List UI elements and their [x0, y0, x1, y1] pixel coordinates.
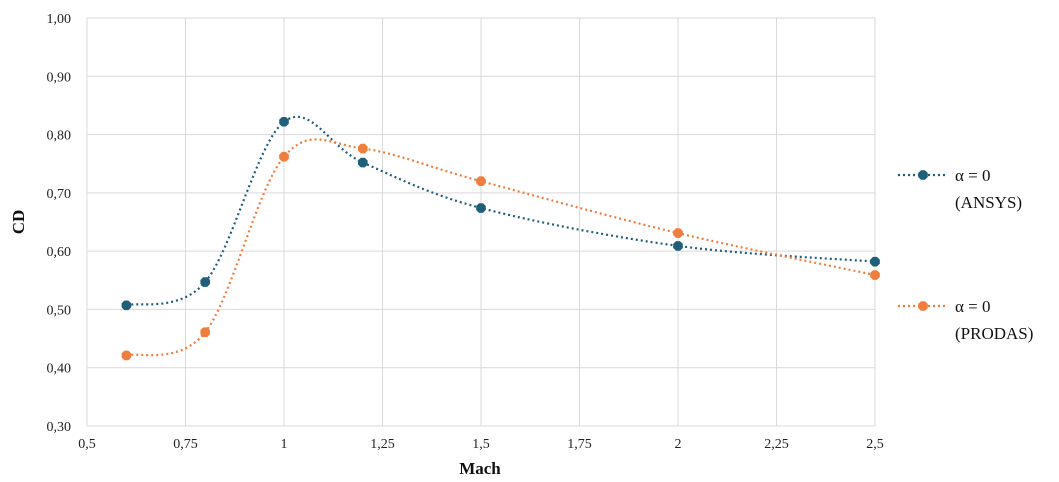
legend-entry-2: α = 0 (PRODAS)	[898, 297, 1033, 343]
legend-sublabel: (ANSYS)	[955, 193, 1022, 212]
data-point	[870, 256, 880, 267]
legend: α = 0 (ANSYS) α = 0 (PRODAS)	[898, 166, 1033, 343]
legend-swatch-marker	[918, 301, 928, 311]
x-tick-label: 0,5	[78, 437, 96, 452]
x-tick-label: 1,75	[567, 437, 592, 452]
y-tick-label: 1,00	[47, 12, 72, 27]
y-tick-label: 0,50	[47, 303, 72, 318]
x-tick-label: 1,25	[370, 437, 395, 452]
x-tick-label: 2	[675, 437, 682, 452]
data-point	[121, 300, 132, 311]
x-tick-label: 0,75	[173, 437, 198, 452]
y-tick-label: 0,40	[47, 362, 72, 377]
data-point	[279, 151, 289, 162]
y-tick-label: 0,80	[47, 129, 72, 144]
series-line	[126, 138, 876, 357]
y-tick-label: 0,70	[47, 187, 72, 202]
x-tick-labels: 0,5 0,75 1 1,25 1,5 1,75 2 2,25 2,5	[78, 437, 884, 452]
data-point	[476, 176, 486, 186]
data-point	[358, 143, 368, 154]
y-tick-label: 0,60	[47, 245, 72, 260]
data-point	[673, 241, 683, 251]
data-point	[358, 157, 368, 168]
y-tick-label: 0,30	[47, 420, 72, 435]
data-point	[476, 203, 486, 213]
x-tick-label: 1	[281, 437, 288, 452]
x-axis-title: Mach	[459, 459, 501, 478]
data-point	[673, 228, 683, 238]
series-line	[126, 115, 876, 307]
data-point	[200, 327, 210, 337]
data-point	[121, 350, 132, 361]
x-tick-label: 2,25	[764, 437, 789, 452]
series-layer	[121, 115, 880, 361]
y-tick-label: 0,90	[47, 70, 72, 85]
series-2	[121, 138, 880, 361]
legend-swatch-marker	[918, 170, 928, 180]
legend-label: α = 0	[955, 297, 991, 316]
data-point	[200, 277, 210, 287]
y-tick-labels: 0,30 0,40 0,50 0,60 0,70 0,80 0,90 1,00	[47, 12, 72, 435]
data-point	[870, 270, 880, 280]
grid	[86, 17, 876, 427]
x-tick-label: 1,5	[472, 437, 490, 452]
series-1	[121, 115, 880, 311]
legend-entry-1: α = 0 (ANSYS)	[898, 166, 1022, 212]
legend-sublabel: (PRODAS)	[955, 324, 1033, 343]
y-axis-title: CD	[9, 210, 28, 235]
x-tick-label: 2,5	[866, 437, 884, 452]
legend-label: α = 0	[955, 166, 991, 185]
data-point	[279, 116, 289, 127]
